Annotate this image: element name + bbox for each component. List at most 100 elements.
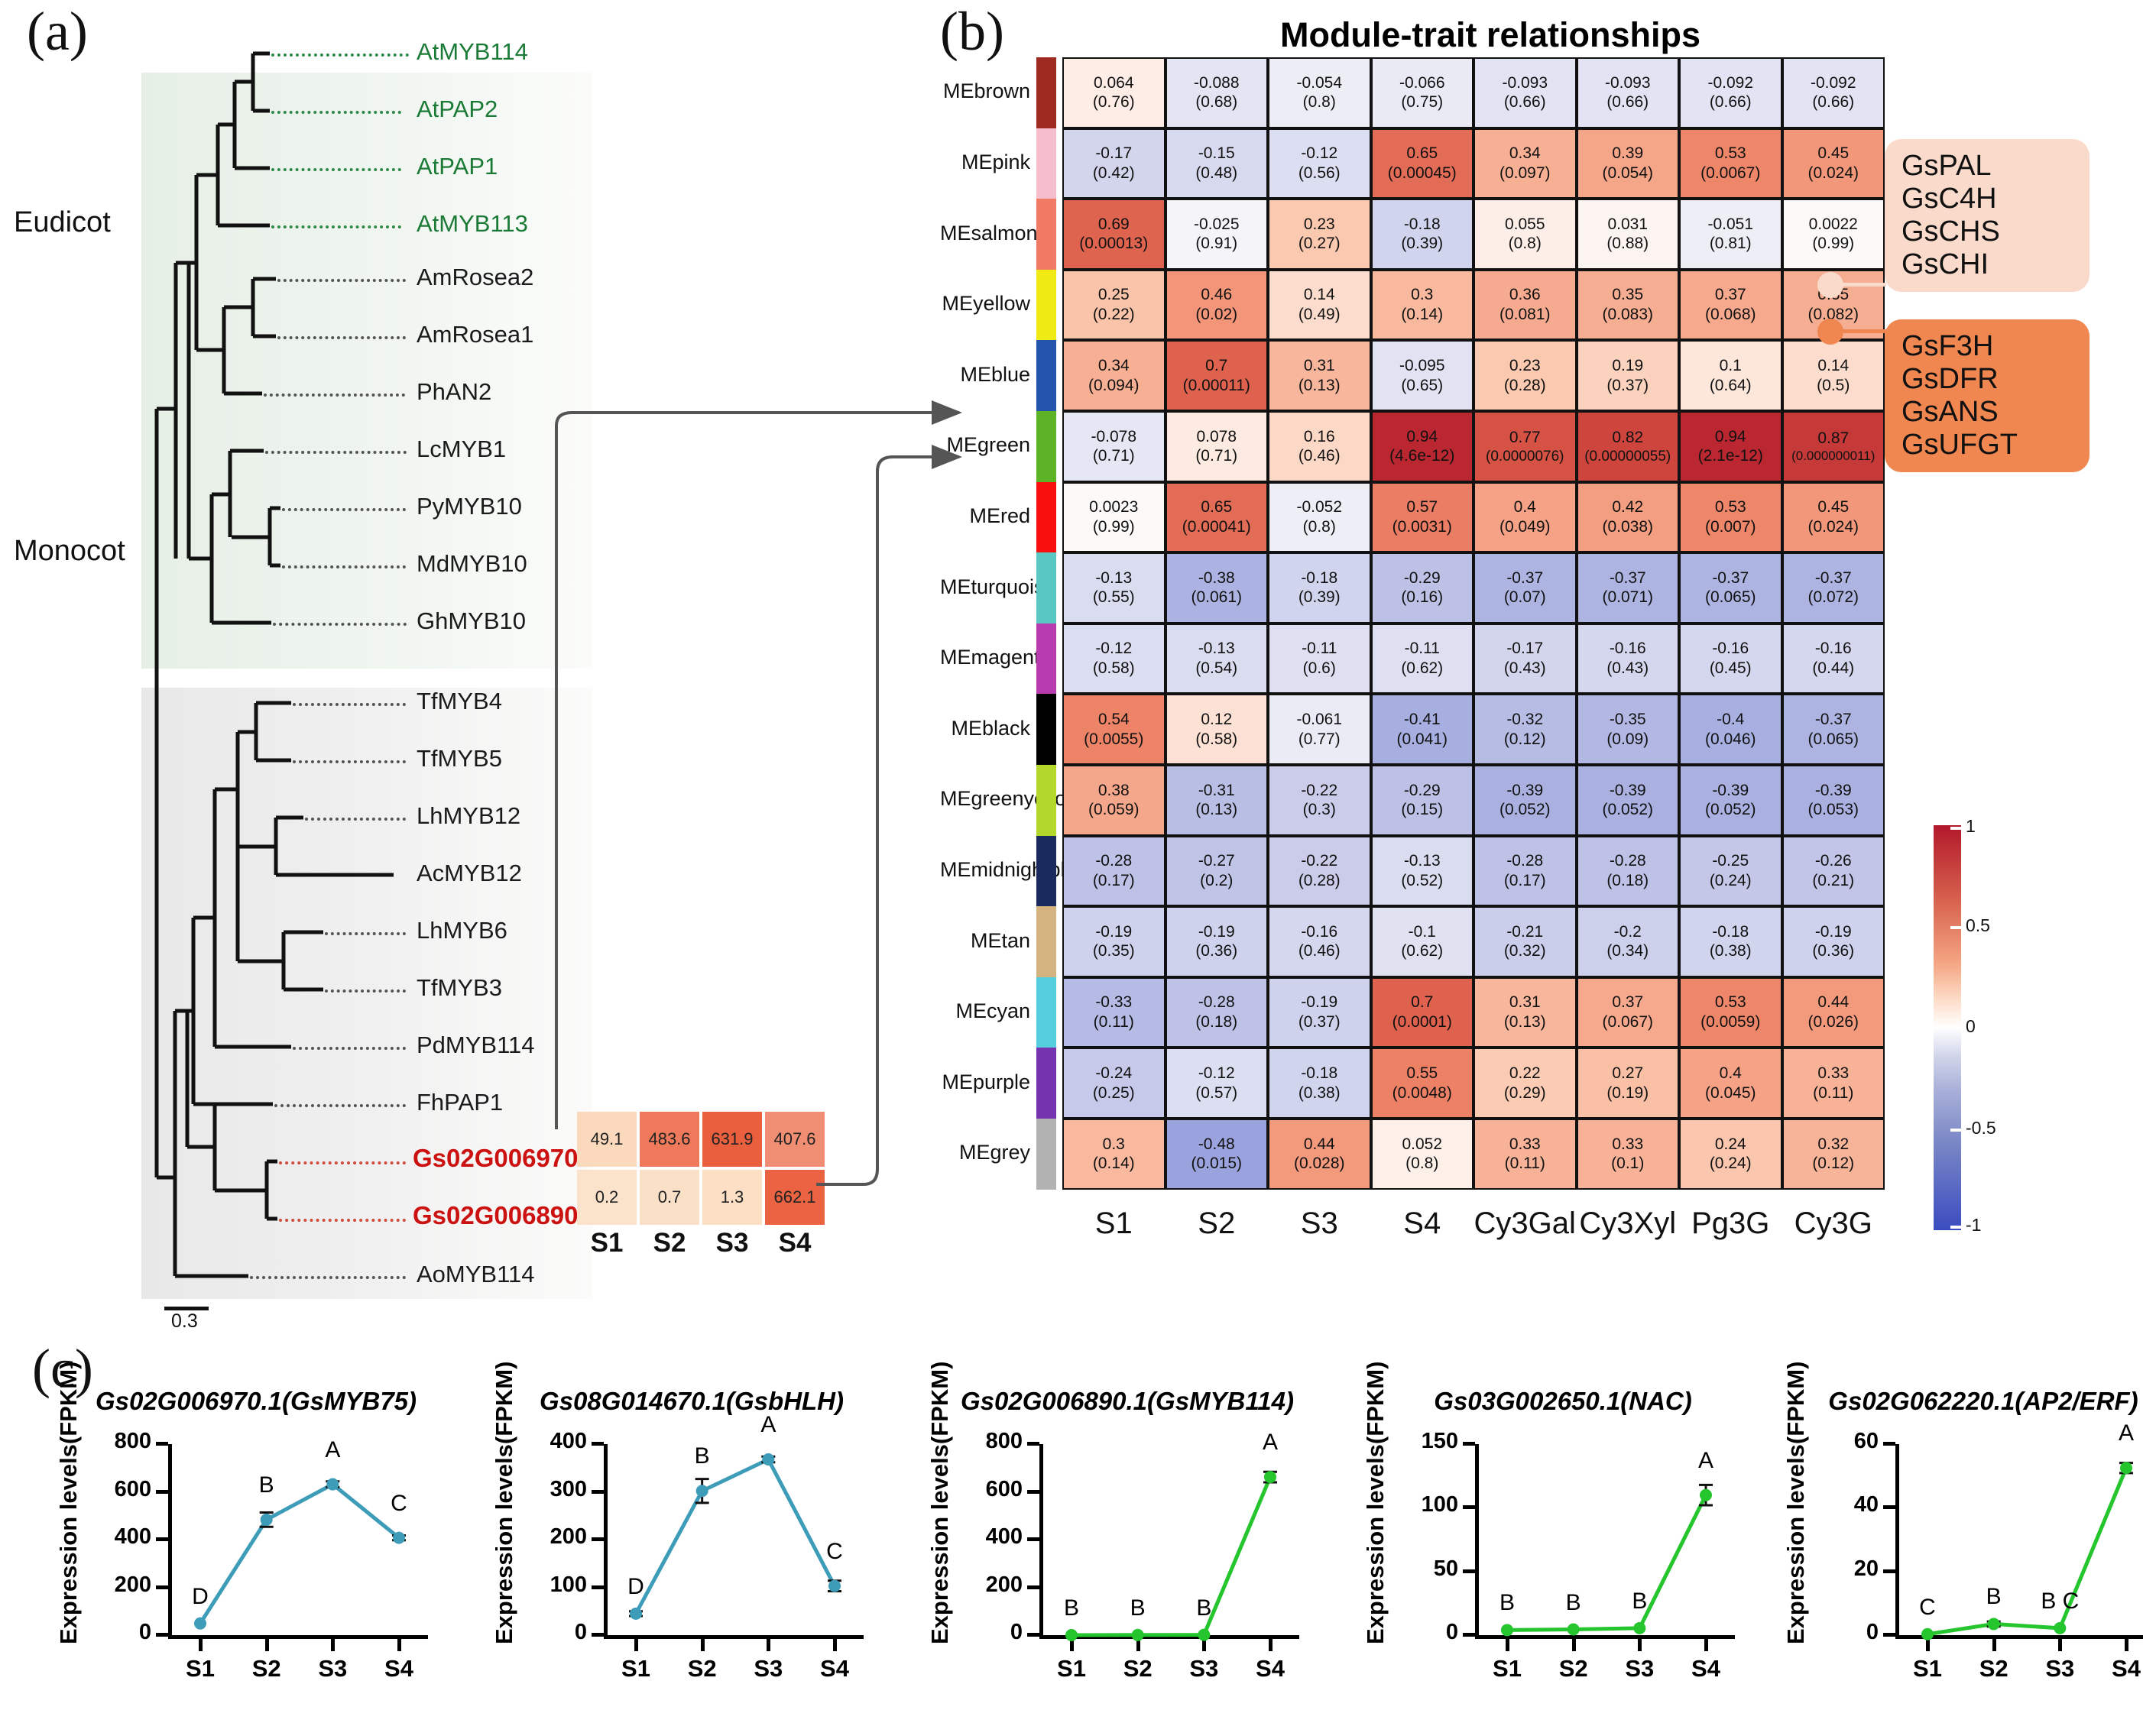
heatmap-cell-pvalue: (0.16) [1401,588,1444,607]
heatmap-cell-correlation: -0.18 [1301,1064,1338,1083]
heatmap-cell-pvalue: (0.64) [1709,376,1752,394]
heatmap-cell-correlation: -0.38 [1198,568,1235,587]
y-tick-mark [1463,1633,1475,1637]
tip-label: AtPAP2 [417,96,498,122]
heatmap-x-label-pg3g: Pg3G [1691,1206,1770,1240]
heatmap-cell: -0.13 (0.55) [1062,552,1166,623]
tip-label: AmRosea2 [417,264,534,290]
y-tick-mark [1883,1569,1895,1573]
heatmap-cell-correlation: 0.39 [1612,144,1644,163]
heatmap-cell-pvalue: (0.25) [1092,1083,1135,1102]
heatmap-cell-pvalue: (0.094) [1088,376,1140,394]
heatmap-x-label-s4: S4 [1403,1206,1441,1240]
heatmap-cell-pvalue: (0.42) [1092,164,1135,182]
heatmap-cell-pvalue: (0.13) [1195,801,1238,819]
heatmap-cell: 0.22 (0.29) [1474,1048,1577,1119]
heatmap-cell: 0.4 (0.045) [1679,1048,1782,1119]
x-tick-mark [397,1639,401,1651]
heatmap-cell: 0.37 (0.068) [1679,269,1782,341]
heatmap-cell-correlation: -0.052 [1296,498,1343,517]
heatmap-cell: -0.35 (0.09) [1576,694,1679,765]
heatmap-cell-correlation: -0.13 [1095,568,1133,587]
heatmap-cell-correlation: 0.53 [1714,144,1746,163]
x-axis-line [1039,1635,1299,1639]
tip-label: PhAN2 [417,378,492,405]
heatmap-cell-correlation: -0.088 [1193,73,1240,92]
module-label-mepink: MEpink [961,150,1030,173]
y-axis-line [604,1444,608,1637]
heatmap-cell-correlation: 0.65 [1406,144,1438,163]
heatmap-cell: 0.0022 (0.99) [1782,199,1885,270]
heatmap-cell-pvalue: (0.28) [1503,376,1546,394]
y-tick-label: 40 [1853,1492,1879,1517]
heatmap-cell: 0.24 (0.24) [1679,1119,1782,1190]
chart-title: Gs02G006890.1(GsMYB114) [961,1387,1294,1415]
chart-series [194,1478,406,1630]
heatmap-cell: -0.093 (0.66) [1576,57,1679,128]
module-color-swatch [1036,411,1056,482]
heatmap-cell: 0.32 (0.12) [1782,1119,1885,1190]
heatmap-cell-pvalue: (0.13) [1503,1013,1546,1032]
heatmap-cell-correlation: 0.42 [1612,498,1644,517]
heatmap-cell-pvalue: (0.77) [1298,730,1341,748]
leader-line [325,932,406,935]
x-tick-label: S3 [2045,1655,2075,1682]
heatmap-cell-pvalue: (0.71) [1195,447,1238,465]
heatmap-cell: 0.16 (0.46) [1268,411,1371,482]
heatmap-cell-correlation: 0.19 [1612,357,1644,375]
x-tick-mark [2058,1639,2063,1651]
mini-heatmap-cell: 1.3 [702,1170,762,1225]
significance-letter: B C [2041,1588,2080,1614]
x-tick-mark [1571,1639,1576,1651]
heatmap-cell-correlation: -0.054 [1296,73,1343,92]
heatmap-cell-correlation: -0.24 [1095,1064,1133,1083]
x-tick-mark [833,1639,837,1651]
expression-chart-4: Gs03G002650.1(NAC) Expression levels(FPKM… [1360,1345,1773,1736]
heatmap-cell-correlation: 0.69 [1097,215,1130,233]
gene-name: GsC4H [1901,182,1997,215]
heatmap-cell-correlation: -0.092 [1707,73,1754,92]
heatmap-cell-pvalue: (0.46) [1298,942,1341,960]
x-tick-label: S4 [1256,1655,1285,1682]
x-tick-mark [1136,1639,1140,1651]
heatmap-cell-pvalue: (0.000000011) [1791,448,1876,463]
panel-b-letter: (b) [940,1,1004,62]
heatmap-cell: -0.33 (0.11) [1062,976,1166,1048]
leader-line [271,168,401,171]
heatmap-cell-correlation: -0.39 [1506,781,1544,799]
gene-box-connector-dot-1 [1817,272,1843,298]
heatmap-cell-correlation: -0.33 [1095,993,1133,1012]
mini-heatmap-cell: 0.2 [577,1170,637,1225]
significance-letter: C [826,1538,843,1564]
leader-line [305,818,406,821]
x-tick-label: S4 [384,1655,413,1682]
chart-title: Gs03G002650.1(NAC) [1434,1387,1692,1415]
y-tick-label: 0 [1866,1620,1879,1644]
heatmap-cell-correlation: 0.53 [1714,993,1746,1012]
heatmap-cell: 0.82 (0.00000055) [1576,411,1679,482]
heatmap-cell-pvalue: (0.024) [1807,517,1859,536]
heatmap-cell-correlation: 0.064 [1093,73,1134,92]
significance-letter: A [1697,1447,1713,1473]
heatmap-cell: -0.18 (0.39) [1370,199,1474,270]
heatmap-cell-correlation: -0.1 [1408,922,1436,941]
heatmap-cell-pvalue: (0.059) [1088,801,1140,819]
x-tick-mark [1269,1639,1273,1651]
heatmap-cell: -0.39 (0.052) [1576,765,1679,836]
heatmap-cell-correlation: 0.45 [1817,144,1850,163]
heatmap-cell: -0.29 (0.16) [1370,552,1474,623]
x-tick-label: S3 [754,1655,783,1682]
heatmap-cell: -0.37 (0.072) [1782,552,1885,623]
heatmap-cell-correlation: -0.11 [1302,640,1337,658]
significance-letter: C [391,1490,407,1516]
heatmap-cell: 0.14 (0.5) [1782,340,1885,411]
heatmap-cell-pvalue: (0.6) [1302,659,1336,678]
heatmap-cell-pvalue: (0.38) [1298,1083,1341,1102]
heatmap-cell: 0.87 (0.000000011) [1782,411,1885,482]
heatmap-cell-correlation: 0.31 [1303,357,1335,375]
y-tick-mark [1463,1569,1475,1573]
heatmap-cell-pvalue: (0.07) [1503,588,1546,607]
leader-line [282,565,406,568]
y-tick-mark [1463,1505,1475,1510]
leader-line [264,394,405,397]
